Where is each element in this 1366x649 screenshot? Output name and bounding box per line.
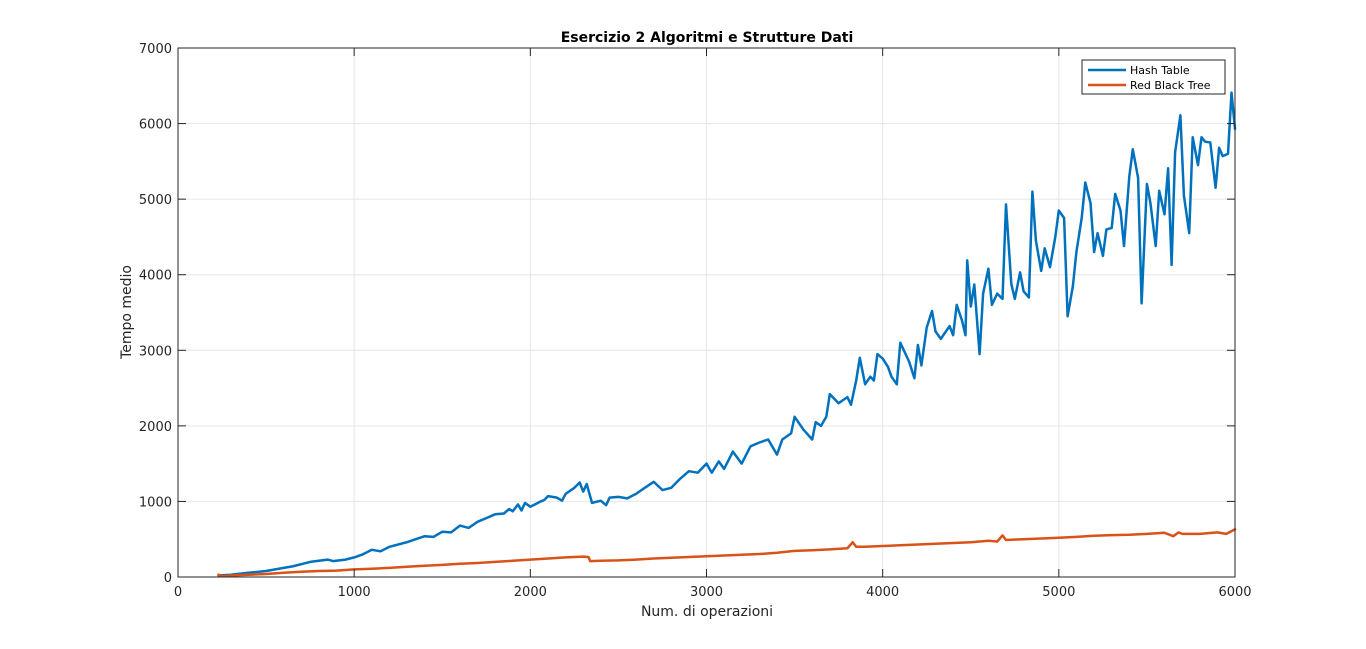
legend-label-hash-table: Hash Table: [1130, 64, 1190, 77]
y-tick-label: 7000: [139, 42, 172, 57]
legend-label-red-black-tree: Red Black Tree: [1130, 79, 1211, 92]
series-line-hash-table: [217, 91, 1237, 577]
x-axis-label: Num. di operazioni: [641, 604, 773, 620]
y-tick-label: 3000: [139, 344, 172, 359]
y-tick-label: 6000: [139, 118, 172, 133]
x-tick-label: 4000: [866, 585, 899, 600]
x-tick-label: 1000: [338, 585, 371, 600]
series-lines: [217, 91, 1237, 578]
x-tick-label: 5000: [1042, 585, 1075, 600]
chart-title: Esercizio 2 Algoritmi e Strutture Dati: [561, 30, 854, 46]
y-tick-label: 5000: [139, 193, 172, 208]
y-tick-label: 0: [164, 571, 172, 586]
y-axis-label: Tempo medio: [119, 265, 135, 360]
y-tick-label: 4000: [139, 269, 172, 284]
legend-box: [1081, 59, 1226, 95]
x-tick-label: 2000: [514, 585, 547, 600]
x-tick-label: 6000: [1218, 585, 1251, 600]
axis-ticks: 0 1000 2000 3000 4000 5000 6000 0 1000 2000 3000 40…: [139, 42, 1252, 600]
x-tick-label: 3000: [690, 585, 723, 600]
y-tick-label: 1000: [139, 495, 172, 510]
legend: Hash Table Red Black Tree: [1081, 59, 1226, 95]
series-line-red-black-tree: [217, 528, 1237, 578]
y-tick-label: 2000: [139, 420, 172, 435]
x-tick-label: 0: [174, 585, 182, 600]
